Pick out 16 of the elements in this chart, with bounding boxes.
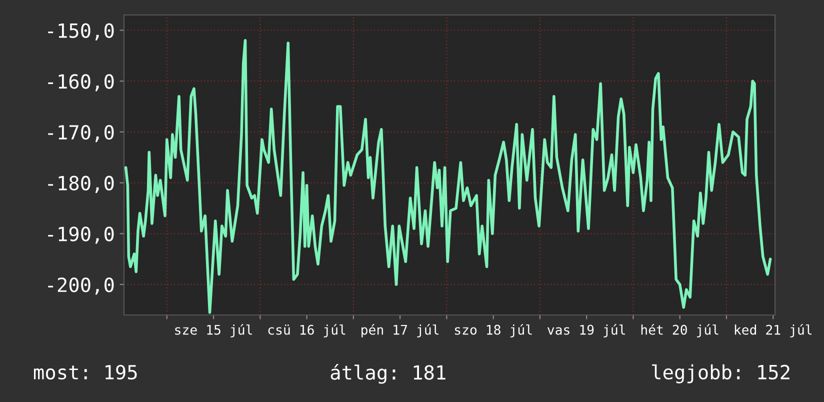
x-tick-label: ked 21 júl bbox=[734, 324, 812, 338]
text: átlag: 181 bbox=[330, 364, 446, 384]
y-tick-label: -180,0 bbox=[48, 176, 114, 193]
y-tick-label: -160,0 bbox=[48, 74, 114, 92]
x-tick-label: sze 15 júl bbox=[175, 324, 252, 338]
y-tick-label: -170,0 bbox=[48, 124, 114, 142]
text: most: 195 bbox=[34, 364, 137, 380]
y-tick-label: -190,0 bbox=[48, 226, 114, 244]
x-tick-label: vas 19 júl bbox=[548, 324, 626, 338]
y-tick-label: -200,0 bbox=[48, 278, 114, 295]
text: legjobb: 152 bbox=[652, 364, 790, 384]
y-tick-label: -150,0 bbox=[48, 23, 114, 40]
x-tick-label: hét 20 júl bbox=[641, 324, 718, 338]
x-tick-label: szo 18 júl bbox=[454, 324, 532, 338]
x-tick-label: pén 17 júl bbox=[362, 324, 438, 338]
x-tick-label: csü 16 júl bbox=[268, 324, 346, 338]
